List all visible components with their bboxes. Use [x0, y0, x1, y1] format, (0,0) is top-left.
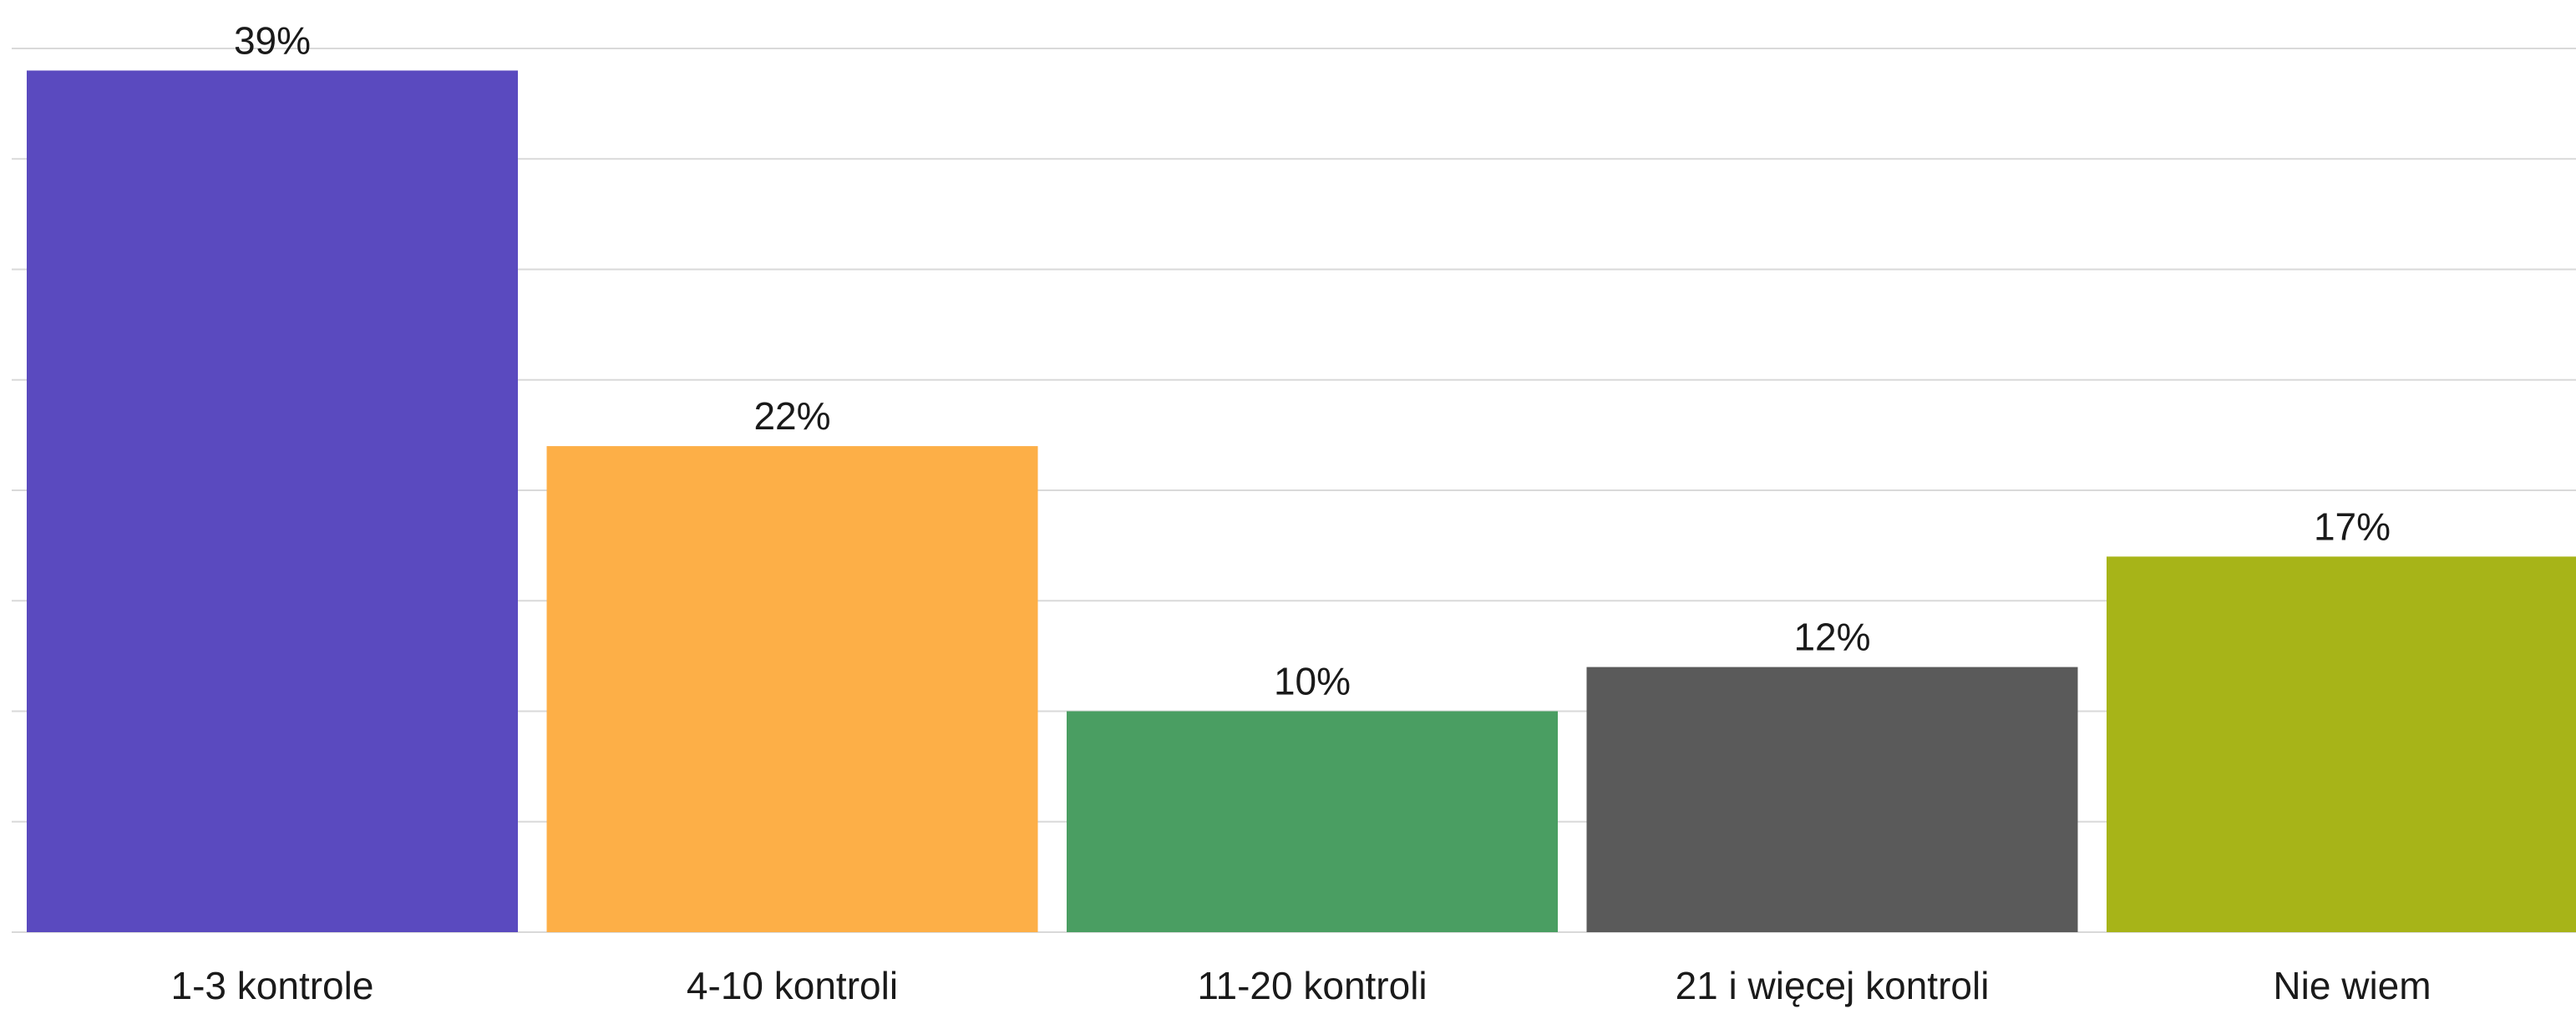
data-label-21-i-wi-cej-kontroli: 12%: [1793, 616, 1870, 659]
category-label-21-i-wi-cej-kontroli: 21 i więcej kontroli: [1676, 964, 1990, 1007]
category-labels: 1-3 kontrole 4-10 kontroli 11-20 kontroli 2…: [171, 964, 2431, 1007]
category-label-4-10-kontroli: 4-10 kontroli: [687, 964, 898, 1007]
data-label-4-10-kontroli: 22%: [753, 394, 830, 438]
category-label-11-20-kontroli: 11-20 kontroli: [1197, 964, 1427, 1007]
bar-21-i-wi-cej-kontroli: [1586, 667, 2078, 932]
category-label-1-3-kontrole: 1-3 kontrole: [171, 964, 374, 1007]
bar-11-20-kontroli: [1067, 711, 1558, 932]
data-label-11-20-kontroli: 10%: [1274, 660, 1351, 703]
bars: [27, 70, 2576, 933]
bar-nie-wiem: [2107, 556, 2576, 932]
data-labels: 39% 22% 10% 12% 17%: [234, 18, 2391, 702]
category-label-nie-wiem: Nie wiem: [2273, 964, 2431, 1007]
data-label-1-3-kontrole: 39%: [234, 18, 311, 62]
bar-4-10-kontroli: [546, 446, 1038, 932]
bar-1-3-kontrole: [27, 70, 518, 933]
data-label-nie-wiem: 17%: [2314, 504, 2391, 548]
